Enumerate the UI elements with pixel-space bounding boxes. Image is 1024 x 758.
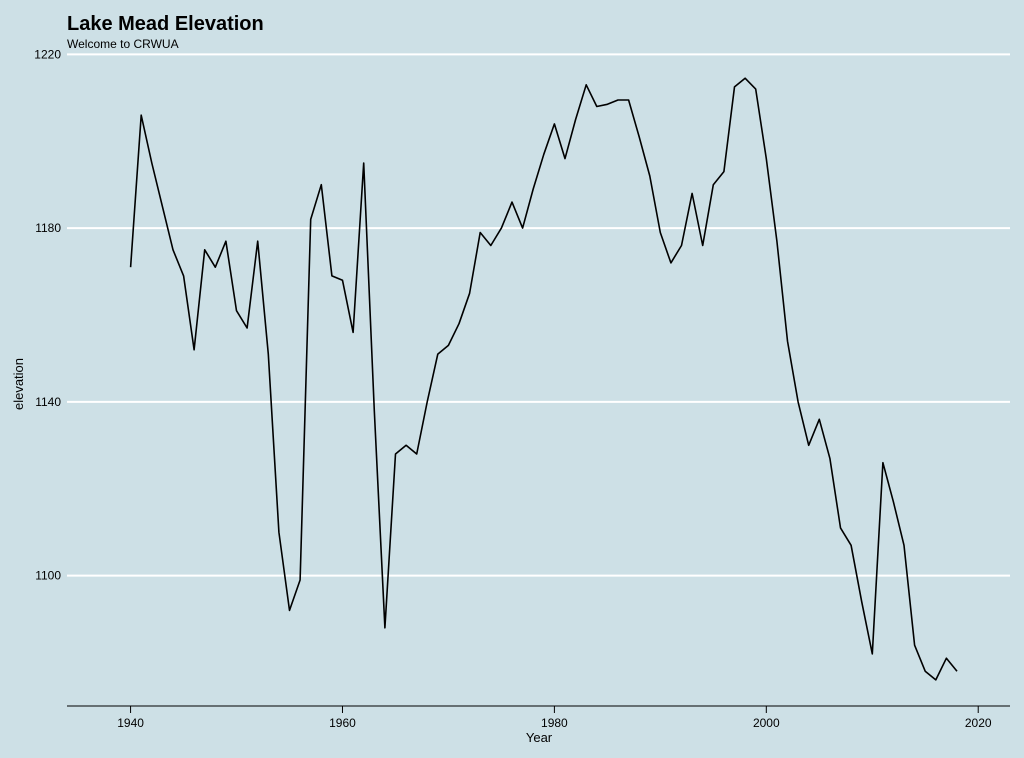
x-axis: 1940 1960 1980 2000 2020: [67, 705, 1010, 730]
x-tick-label: 1940: [117, 716, 144, 730]
y-axis-title: elevation: [11, 358, 26, 410]
chart-title: Lake Mead Elevation: [67, 13, 264, 35]
y-axis: 1100 1140 1180 1220: [34, 47, 61, 582]
x-axis-title: Year: [526, 730, 553, 745]
y-tick-label: 1140: [35, 395, 61, 409]
x-tick-label: 1960: [329, 716, 356, 730]
x-tick-label: 2000: [753, 716, 780, 730]
series-layer: [129, 77, 958, 681]
y-tick-label: 1220: [34, 47, 61, 61]
gridlines: [67, 53, 1010, 577]
x-tick-label: 2020: [965, 716, 992, 730]
y-tick-label: 1100: [35, 569, 61, 583]
chart-subtitle: Welcome to CRWUA: [67, 37, 179, 51]
y-tick-label: 1180: [35, 221, 61, 235]
x-tick-label: 1980: [541, 716, 568, 730]
series-line: [129, 77, 958, 681]
